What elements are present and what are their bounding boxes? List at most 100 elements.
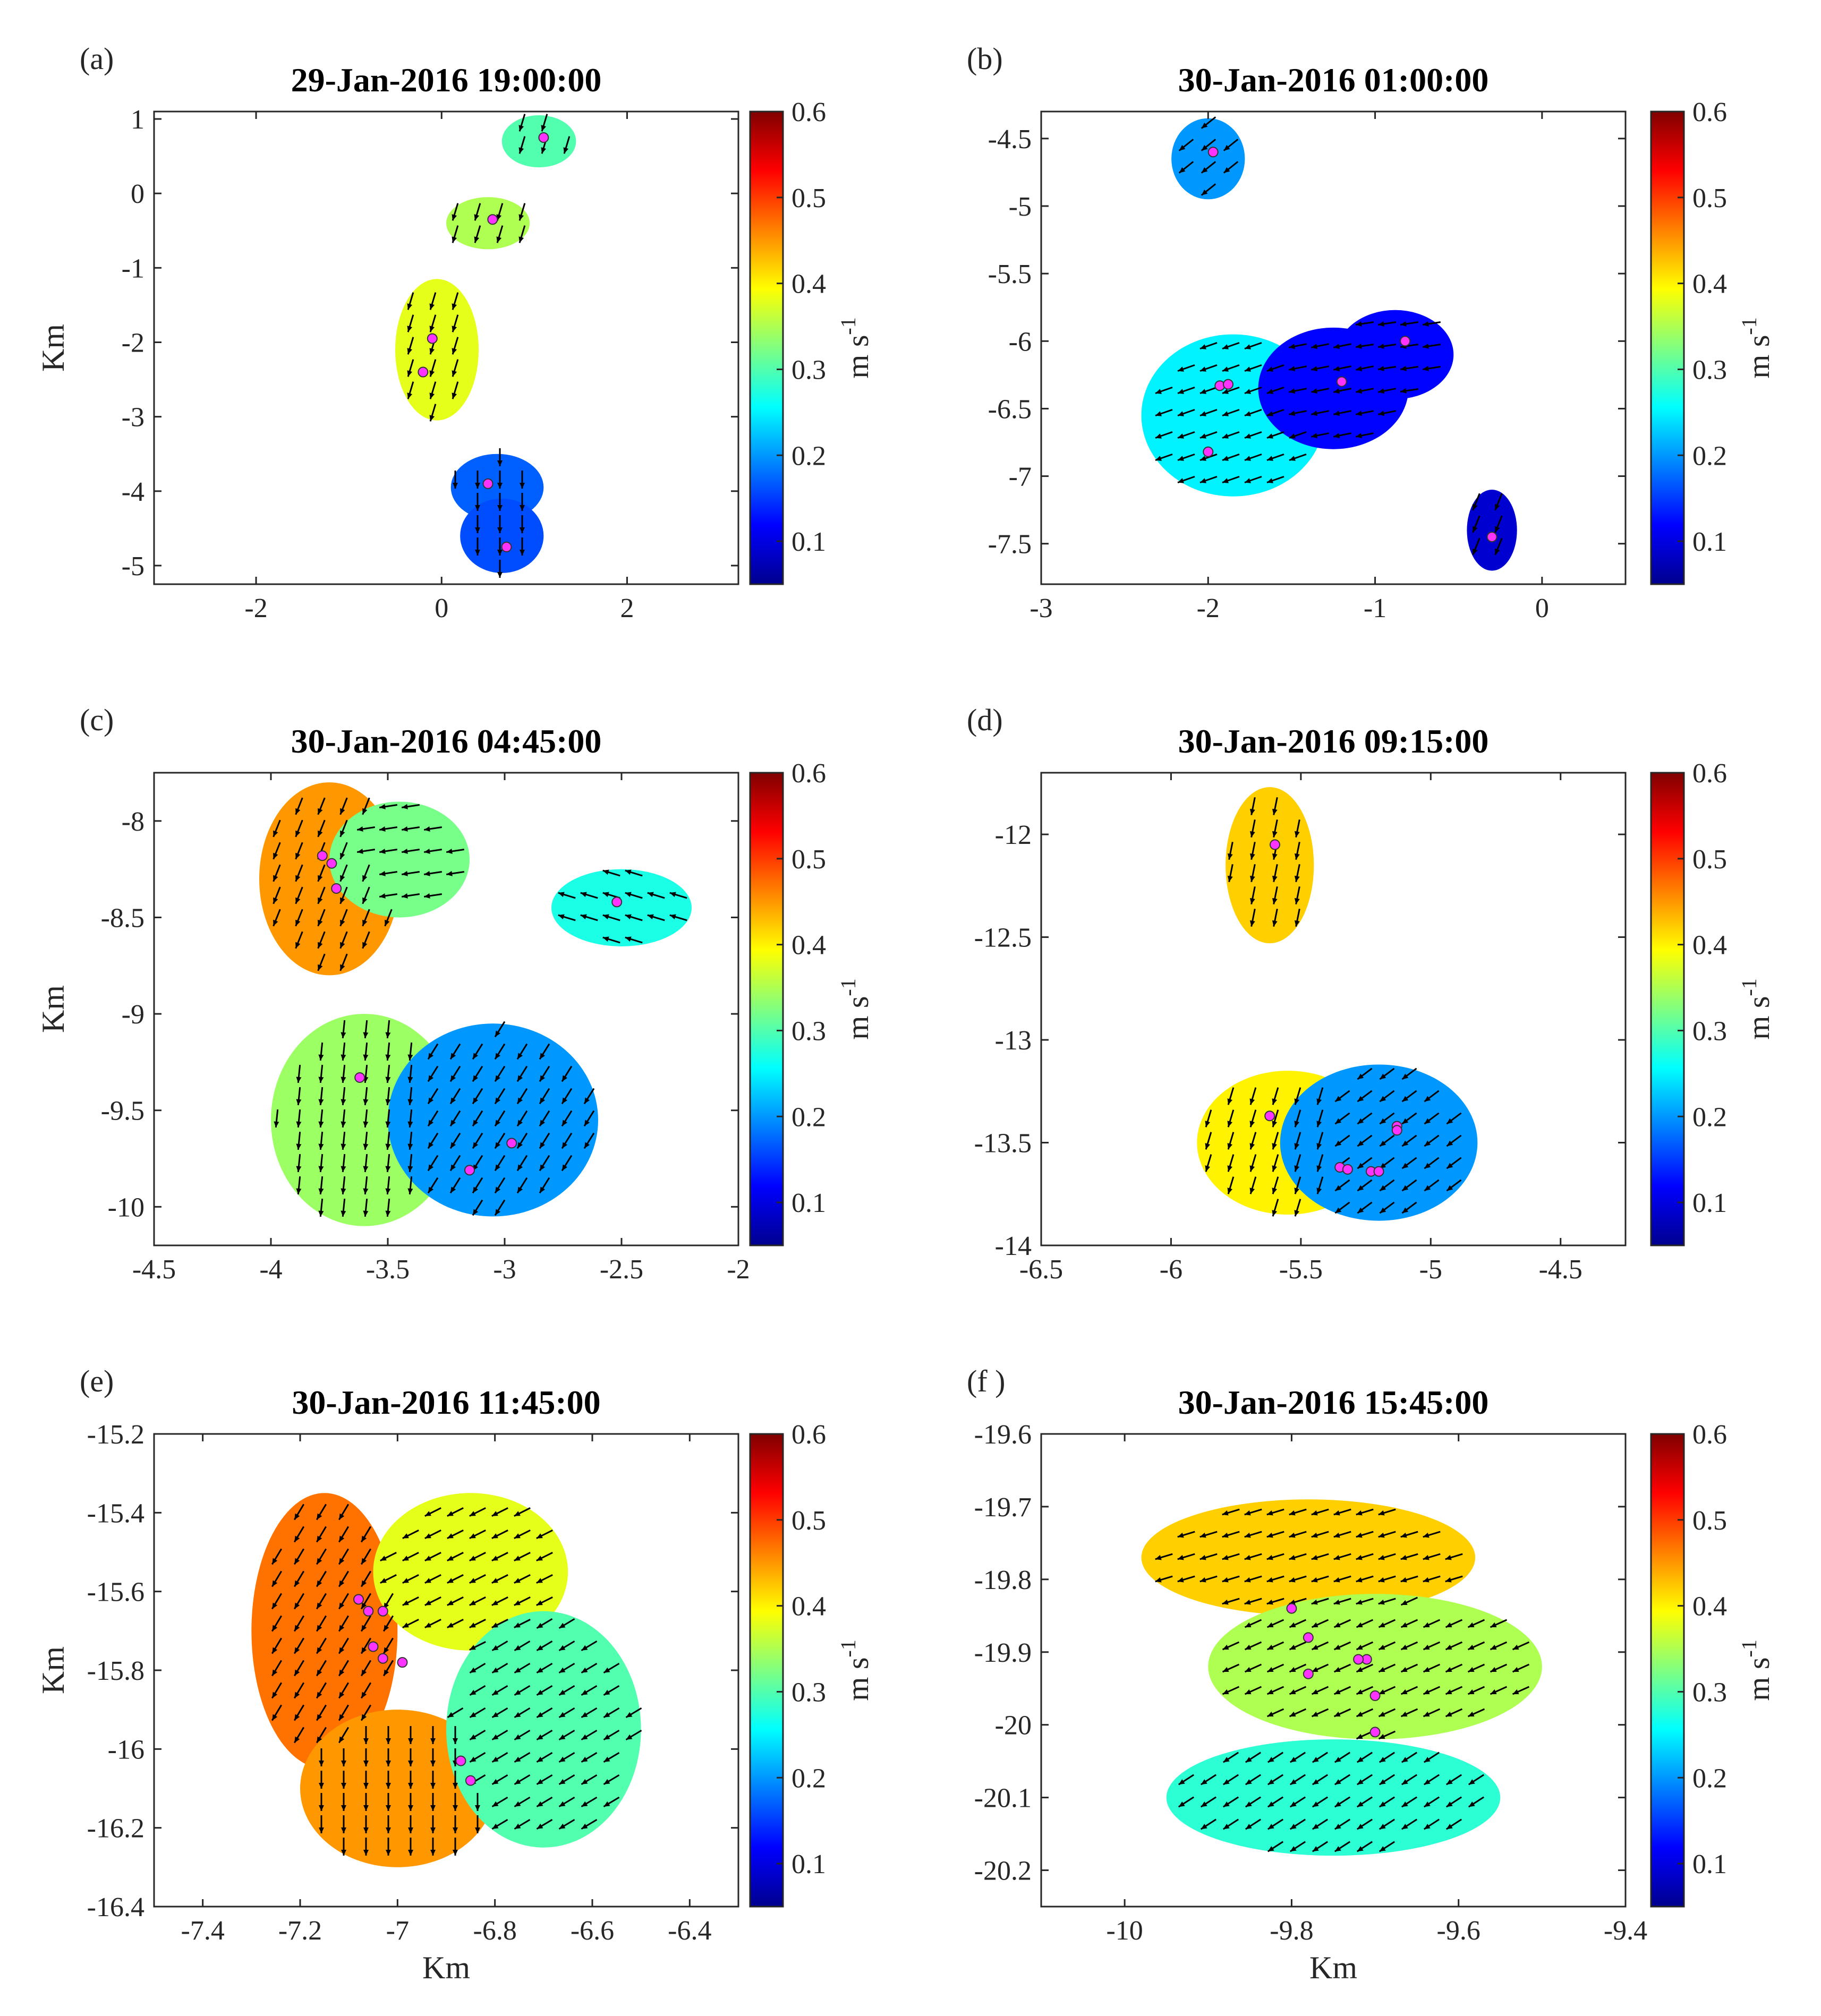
current-arrow (1379, 1112, 1395, 1125)
axes-box (153, 110, 739, 585)
current-arrow (1400, 365, 1419, 371)
current-arrow (1222, 408, 1240, 417)
current-arrow (475, 1793, 480, 1811)
current-arrow (363, 1771, 369, 1789)
current-arrow (447, 1530, 464, 1539)
current-arrow (1472, 515, 1480, 533)
current-arrow (1266, 431, 1284, 439)
current-arrow (408, 1726, 413, 1744)
current-arrow (338, 1637, 350, 1654)
current-arrow (1333, 1553, 1351, 1560)
current-arrow (475, 537, 480, 556)
colorbar-tick-label: 0.3 (792, 1016, 826, 1046)
current-arrow (427, 1132, 439, 1149)
current-arrow (491, 1729, 508, 1741)
current-arrow (558, 914, 576, 921)
x-tick-label: -9.8 (1270, 1916, 1313, 1946)
y-tick-label: -19.6 (974, 1420, 1032, 1450)
current-arrow (581, 1752, 598, 1763)
velocity-field (1141, 116, 1517, 571)
current-arrow (1177, 1553, 1195, 1560)
station-marker (1286, 1603, 1297, 1614)
current-arrow (494, 1065, 506, 1082)
current-arrow (1249, 819, 1256, 838)
current-arrow (1222, 1686, 1240, 1695)
current-arrow (1244, 1686, 1262, 1695)
current-arrow (1289, 1553, 1307, 1560)
current-arrow (581, 1796, 598, 1808)
current-arrow (669, 914, 687, 921)
current-arrow (1266, 1619, 1284, 1628)
current-arrow (402, 1619, 419, 1628)
current-arrow (491, 1685, 508, 1696)
station-marker (363, 1605, 374, 1617)
current-arrow (295, 819, 303, 838)
current-arrow (558, 1729, 575, 1741)
current-arrow (1312, 1752, 1329, 1763)
current-arrow (1199, 1575, 1218, 1583)
x-tick-label: -2 (1197, 593, 1220, 623)
current-arrow (1378, 1818, 1395, 1830)
current-arrow (580, 892, 598, 899)
current-arrow (316, 1704, 327, 1721)
current-arrow (1357, 1157, 1373, 1169)
speed-region (1208, 1594, 1542, 1740)
current-arrow (1377, 321, 1397, 327)
current-arrow (514, 1707, 531, 1719)
station-marker (1400, 336, 1411, 347)
x-tick-label: -7 (386, 1916, 409, 1946)
current-arrow (1494, 493, 1503, 511)
current-arrow (386, 1771, 391, 1789)
colorbar-tick-label: 0.5 (1692, 1506, 1727, 1536)
x-tick-label: -3 (1029, 593, 1052, 623)
current-arrow (341, 1176, 346, 1195)
velocity-field (1197, 787, 1478, 1221)
current-arrow (447, 1574, 464, 1584)
current-arrow (449, 1177, 461, 1194)
colorbar-label: m s-1 (1737, 1639, 1776, 1701)
current-arrow (449, 1155, 461, 1172)
current-arrow (360, 1637, 372, 1654)
current-arrow (1294, 1132, 1301, 1150)
current-arrow (339, 842, 348, 860)
x-tick-label: -2 (244, 593, 267, 623)
current-arrow (1445, 1686, 1463, 1695)
current-arrow (1401, 1157, 1417, 1169)
current-arrow (1467, 1663, 1485, 1673)
current-arrow (1244, 341, 1262, 350)
current-arrow (1289, 343, 1307, 349)
station-marker (1353, 1654, 1364, 1665)
station-marker (1203, 446, 1214, 457)
current-arrow (1445, 1796, 1462, 1808)
current-arrow (1378, 1752, 1395, 1763)
station-marker (1369, 1727, 1381, 1738)
current-arrow (1222, 1752, 1239, 1763)
station-marker (1336, 376, 1347, 387)
colorbar-gradient (749, 110, 784, 585)
current-arrow (317, 909, 326, 927)
current-arrow (446, 870, 465, 876)
current-arrow (1490, 1686, 1508, 1695)
current-arrow (1401, 1774, 1418, 1786)
current-arrow (1289, 1774, 1306, 1786)
colorbar-tick-label: 0.2 (792, 1102, 826, 1132)
current-arrow (338, 1593, 350, 1610)
current-arrow (296, 1176, 302, 1195)
current-arrow (1177, 386, 1195, 395)
current-arrow (1401, 1179, 1417, 1192)
current-arrow (469, 1662, 486, 1674)
current-arrow (318, 1042, 324, 1061)
current-arrow (472, 1132, 483, 1149)
current-arrow (1445, 1575, 1463, 1583)
current-arrow (271, 1637, 283, 1654)
colorbar-tick-label: 0.1 (792, 527, 826, 557)
current-arrow (472, 1088, 483, 1105)
current-arrow (295, 886, 303, 904)
current-arrow (1356, 1508, 1374, 1516)
current-arrow (1227, 1109, 1235, 1127)
current-arrow (273, 819, 281, 838)
current-arrow (360, 1570, 372, 1587)
current-arrow (363, 1726, 369, 1744)
current-arrow (1445, 1553, 1463, 1560)
current-arrow (1266, 1553, 1284, 1560)
